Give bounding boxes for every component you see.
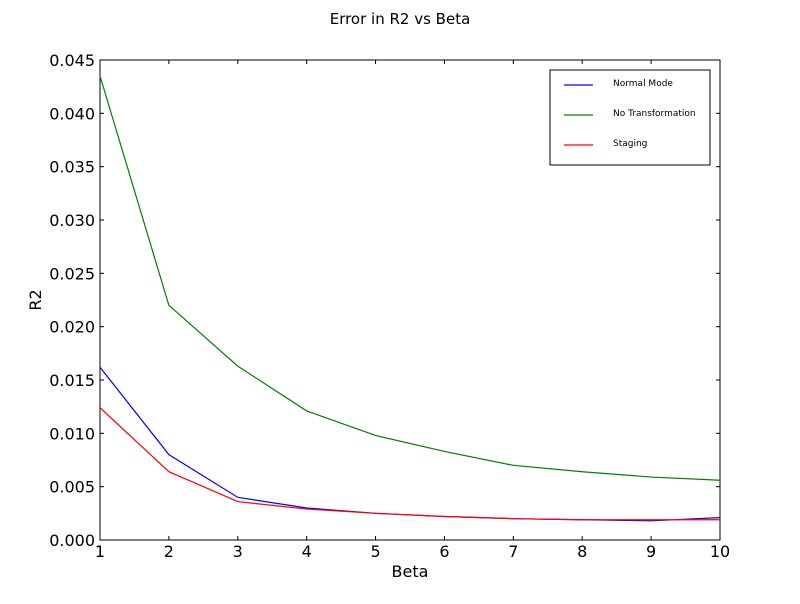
x-tick-label: 6 [439,542,449,561]
x-axis-label: Beta [392,562,429,581]
y-axis-label: R2 [26,289,45,310]
y-tick-label: 0.020 [49,318,95,337]
y-tick-label: 0.045 [49,51,95,70]
chart-title: Error in R2 vs Beta [330,10,471,28]
legend-label-1: No Transformation [613,109,696,119]
legend: Normal Mode No Transformation Staging [549,69,711,166]
series-line-1 [99,75,721,481]
x-tick-label: 10 [710,542,730,561]
legend-label-2: Staging [613,139,647,149]
y-tick-label: 0.035 [49,158,95,177]
x-tick-label: 5 [370,542,380,561]
y-tick-label: 0.030 [49,211,95,230]
y-tick-label: 0.010 [49,424,95,443]
y-tick-label: 0.025 [49,264,95,283]
legend-box [549,69,711,166]
x-tick-label: 2 [164,542,174,561]
x-tick-label: 4 [302,542,312,561]
series-lines [99,75,721,522]
x-tick-label: 7 [508,542,518,561]
plot-area [99,59,721,541]
x-tick-label: 3 [233,542,243,561]
x-tick-label: 9 [646,542,656,561]
y-tick-label: 0.005 [49,478,95,497]
y-tick-label: 0.040 [49,104,95,123]
x-tick-label: 1 [95,542,105,561]
y-tick-label: 0.000 [49,531,95,550]
y-tick-label: 0.015 [49,371,95,390]
legend-label-0: Normal Mode [613,79,673,89]
series-line-2 [99,407,720,521]
axis-ticks: 1 2 3 4 5 6 7 8 9 10 0.000 0.005 0.010 0.015 0.020 0.02… [49,51,730,561]
x-tick-label: 8 [577,542,587,561]
